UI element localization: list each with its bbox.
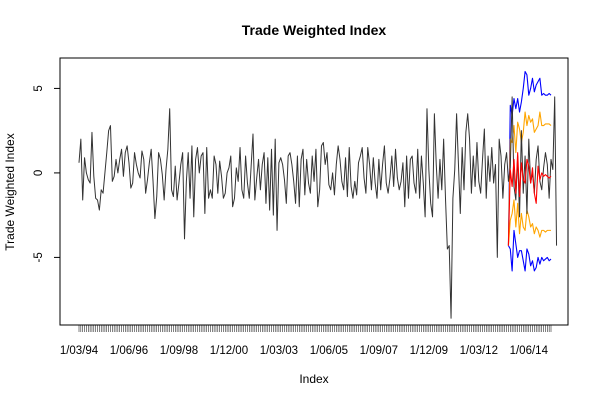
x-tick-label: 1/03/94: [60, 345, 99, 357]
x-tick-label: 1/09/98: [160, 345, 198, 357]
x-tick-label: 1/12/00: [210, 345, 248, 357]
series-upper95: [507, 70, 552, 246]
series-history: [78, 96, 558, 319]
x-tick-label: 1/03/03: [260, 345, 298, 357]
x-tick-label: 1/09/07: [360, 345, 398, 357]
series-lower80: [507, 199, 551, 246]
x-axis: 1/03/94 1/06/96 1/09/98 1/12/00 1/03/03 1/06/…: [60, 345, 549, 357]
chart-title: Trade Weighted Index: [242, 22, 387, 38]
x-minor-ticks: [78, 324, 552, 332]
y-axis-label: Trade Weighted Index: [3, 133, 17, 250]
series-forecast: [507, 152, 552, 246]
x-tick-rug: [78, 325, 552, 332]
x-tick-label: 1/06/14: [510, 345, 549, 357]
y-tick-label: 0: [33, 170, 45, 176]
y-tick-label: 5: [33, 85, 45, 91]
y-tick-label: -5: [33, 252, 45, 262]
x-axis-label: Index: [299, 372, 328, 386]
x-tick-label: 1/06/96: [110, 345, 148, 357]
x-tick-label: 1/03/12: [460, 345, 498, 357]
series-upper80: [507, 111, 552, 246]
y-axis: -5 0 5: [33, 85, 61, 263]
series-lower95: [507, 229, 552, 272]
series-layer: [78, 70, 558, 319]
plot-frame: [59, 57, 569, 326]
x-tick-label: 1/06/05: [310, 345, 348, 357]
x-tick-label: 1/12/09: [410, 345, 448, 357]
